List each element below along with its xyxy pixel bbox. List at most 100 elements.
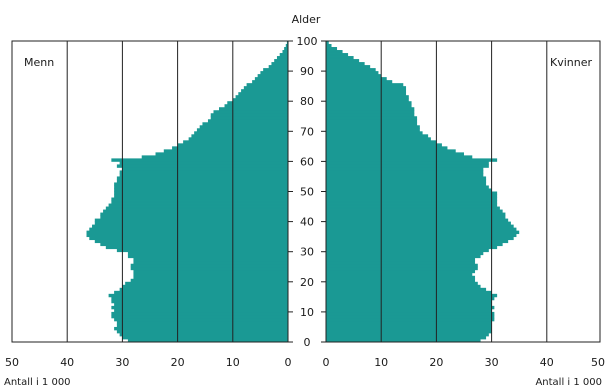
men-x-tick-30: 30 — [115, 356, 129, 369]
women-bar-age-59 — [326, 161, 489, 165]
women-bar-age-83 — [326, 89, 407, 93]
women-bar-age-65 — [326, 143, 442, 147]
women-bar-age-30 — [326, 248, 489, 253]
men-bar-age-77 — [219, 107, 288, 111]
men-bar-age-99 — [286, 41, 288, 45]
women-bar-age-91 — [326, 65, 371, 69]
men-bar-age-46 — [111, 200, 288, 204]
men-bar-age-41 — [100, 215, 288, 219]
age-tick-label-80: 80 — [300, 95, 314, 108]
women-bar-age-8 — [326, 314, 495, 319]
women-bar-age-97 — [326, 47, 338, 51]
women-bar-age-35 — [326, 233, 517, 238]
women-bar-age-48 — [326, 194, 498, 198]
women-bar-age-20 — [326, 278, 476, 283]
men-bar-age-84 — [243, 86, 288, 90]
women-bar-age-27 — [326, 257, 476, 262]
men-bar-age-50 — [114, 188, 289, 192]
men-bar-age-91 — [268, 65, 288, 69]
men-bar-age-40 — [94, 218, 288, 222]
women-bar-age-6 — [326, 320, 492, 325]
men-bar-age-38 — [92, 224, 288, 229]
age-tick-label-100: 100 — [297, 35, 318, 48]
men-bar-age-71 — [199, 125, 288, 129]
men-bar-age-6 — [116, 320, 288, 325]
women-bar-age-29 — [326, 251, 484, 256]
women-bar-age-76 — [326, 110, 415, 114]
women-bar-age-11 — [326, 305, 495, 310]
men-bar-age-64 — [172, 146, 288, 150]
men-bar-age-7 — [114, 317, 289, 322]
men-bar-age-55 — [119, 173, 288, 177]
women-bar-age-63 — [326, 149, 456, 153]
men-bar-age-49 — [114, 191, 289, 195]
women-bar-age-2 — [326, 332, 489, 337]
women-bar-age-53 — [326, 179, 487, 183]
women-bar-age-55 — [326, 173, 484, 177]
women-x-tick-10: 10 — [374, 356, 388, 369]
age-tick-label-10: 10 — [300, 306, 314, 319]
men-bar-age-47 — [111, 197, 288, 201]
women-bar-age-34 — [326, 236, 514, 241]
men-bar-age-82 — [238, 92, 288, 96]
men-bar-age-21 — [133, 275, 288, 280]
women-bar-age-60 — [326, 158, 498, 162]
men-bar-age-92 — [271, 62, 288, 66]
men-bar-age-94 — [276, 56, 288, 60]
men-bar-age-28 — [127, 254, 288, 259]
age-tick-label-90: 90 — [300, 65, 314, 78]
men-bar-age-54 — [116, 176, 288, 180]
men-bar-age-34 — [89, 236, 288, 241]
women-bar-age-89 — [326, 71, 379, 75]
women-bar-age-38 — [326, 224, 514, 229]
men-bar-age-29 — [127, 251, 288, 256]
men-bar-age-59 — [119, 161, 288, 165]
women-bar-age-94 — [326, 56, 354, 60]
men-bar-age-62 — [155, 152, 288, 156]
women-bar-age-41 — [326, 215, 506, 219]
women-bar-age-99 — [326, 41, 329, 45]
women-bar-age-23 — [326, 269, 476, 274]
women-bar-age-51 — [326, 185, 489, 189]
women-bar-age-3 — [326, 329, 492, 334]
men-bar-age-81 — [235, 95, 288, 99]
men-bar-age-26 — [133, 260, 288, 265]
men-bar-age-22 — [133, 272, 288, 277]
women-bar-age-87 — [326, 77, 387, 81]
men-bar-age-45 — [108, 203, 288, 207]
men-bar-age-69 — [194, 131, 288, 135]
men-bar-age-2 — [119, 332, 288, 337]
men-x-tick-50: 50 — [5, 356, 19, 369]
women-bar-age-95 — [326, 53, 349, 57]
men-bar-age-17 — [119, 287, 288, 292]
men-bar-age-12 — [114, 302, 289, 307]
men-bar-age-24 — [130, 266, 288, 271]
women-bar-age-77 — [326, 107, 415, 111]
women-bar-age-73 — [326, 119, 418, 123]
women-bar-age-19 — [326, 281, 478, 286]
women-bar-age-33 — [326, 239, 509, 244]
women-bar-age-37 — [326, 227, 517, 232]
men-bar-age-13 — [111, 299, 288, 304]
women-bar-age-44 — [326, 206, 500, 210]
women-bar-age-67 — [326, 137, 431, 141]
women-bar-age-0 — [326, 338, 481, 343]
women-bar-age-12 — [326, 302, 492, 307]
men-bar-age-95 — [279, 53, 288, 57]
women-bar-age-79 — [326, 101, 412, 105]
age-axis: 0 10 20 30 40 50 60 70 80 90 100 — [288, 35, 326, 349]
men-bar-age-44 — [105, 206, 288, 210]
men-bar-age-16 — [114, 290, 289, 295]
women-bar-age-36 — [326, 230, 520, 235]
women-bar-age-42 — [326, 212, 506, 216]
men-bar-age-87 — [254, 77, 288, 81]
men-x-tick-20: 20 — [171, 356, 185, 369]
age-tick-label-0: 0 — [304, 336, 311, 349]
men-x-tick-40: 40 — [60, 356, 74, 369]
men-bar-age-18 — [122, 284, 289, 289]
women-bar-age-98 — [326, 44, 332, 48]
men-bar-age-25 — [130, 263, 288, 268]
women-x-tick-50: 50 — [591, 356, 605, 369]
men-bar-age-31 — [105, 245, 288, 250]
